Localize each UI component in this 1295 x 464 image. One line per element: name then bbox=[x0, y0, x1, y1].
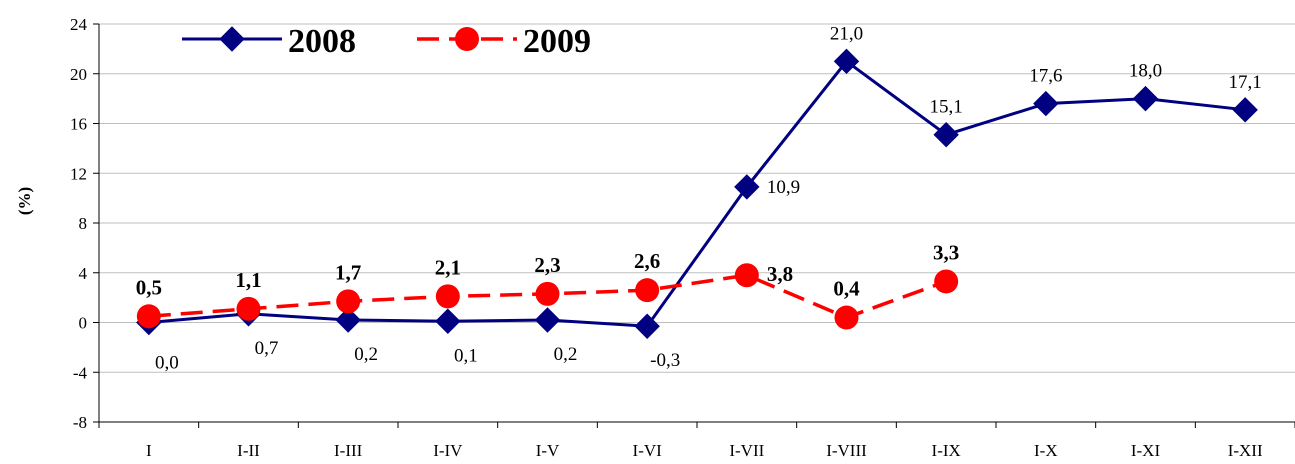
data-label-2009: 2,1 bbox=[435, 255, 461, 279]
gridlines bbox=[99, 23, 1295, 423]
y-tick-label: 8 bbox=[79, 214, 88, 233]
axes bbox=[93, 23, 1295, 428]
x-tick-label: I-X bbox=[1034, 441, 1058, 460]
data-point-2008 bbox=[534, 307, 561, 333]
data-label-2009: 0,5 bbox=[136, 275, 162, 299]
x-tick-label: I-V bbox=[536, 441, 560, 460]
data-label-2009: 2,3 bbox=[534, 253, 560, 277]
data-label-2009: 3,8 bbox=[767, 262, 793, 286]
data-point-2009 bbox=[336, 289, 361, 314]
data-point-2008 bbox=[833, 48, 860, 75]
data-label-2008: 0,7 bbox=[255, 338, 279, 359]
x-tick-label: I-VII bbox=[729, 441, 764, 460]
legend-marker-2008 bbox=[219, 26, 245, 52]
data-label-2008: 17,1 bbox=[1229, 72, 1262, 93]
y-tick-label: 16 bbox=[70, 115, 87, 134]
y-tick-label: -4 bbox=[73, 363, 88, 382]
x-tick-label: I-VI bbox=[633, 441, 663, 460]
data-label-2008: 10,9 bbox=[767, 177, 800, 198]
x-tick-label: I-II bbox=[237, 441, 260, 460]
x-tick-label: I-IX bbox=[932, 441, 961, 460]
data-label-2008: 21,0 bbox=[830, 23, 863, 44]
data-point-2009 bbox=[834, 305, 859, 330]
y-tick-label: 24 bbox=[70, 15, 88, 34]
data-point-2009 bbox=[236, 296, 261, 321]
data-label-2008: 0,1 bbox=[454, 345, 478, 366]
data-point-2009 bbox=[136, 304, 161, 329]
y-axis-label: (%) bbox=[15, 187, 34, 215]
data-label-2009: 1,1 bbox=[235, 268, 261, 292]
x-tick-label: I-III bbox=[334, 441, 363, 460]
y-tick-label: 4 bbox=[79, 264, 88, 283]
data-labels: 0,0 0,7 0,2 0,1 0,2 -0,3 10,9 21,0 15,1 17,6 18,0 1… bbox=[136, 23, 1262, 373]
data-label-2008: 0,0 bbox=[155, 353, 179, 374]
data-label-2008: 0,2 bbox=[554, 344, 578, 365]
data-label-2009: 3,3 bbox=[933, 240, 959, 264]
data-label-2008: 15,1 bbox=[930, 97, 963, 118]
legend-label-2008: 2008 bbox=[288, 23, 356, 60]
data-point-2009 bbox=[934, 269, 959, 294]
x-tick-label: I-XII bbox=[1228, 441, 1263, 460]
legend-item-2008: 2008 bbox=[182, 23, 356, 60]
x-tick-label: I-IV bbox=[433, 441, 463, 460]
data-label-2009: 2,6 bbox=[634, 249, 660, 273]
data-point-2009 bbox=[435, 284, 460, 309]
x-tick-label: I-VIII bbox=[826, 441, 867, 460]
data-point-2008 bbox=[1132, 85, 1159, 112]
data-label-2008: -0,3 bbox=[650, 350, 680, 371]
data-point-2008 bbox=[933, 121, 959, 148]
series-line-2008 bbox=[148, 59, 1246, 328]
data-point-2008 bbox=[1033, 90, 1059, 117]
y-tick-label: 12 bbox=[70, 164, 87, 183]
data-point-2009 bbox=[734, 263, 759, 288]
x-tick-labels: I I-II I-III I-IV I-V I-VI I-VII I-VIII I-IX I-X I… bbox=[146, 441, 1263, 460]
data-label-2009: 0,4 bbox=[833, 277, 860, 301]
x-tick-label: I bbox=[146, 441, 152, 460]
data-point-2009 bbox=[635, 278, 660, 303]
series-layer bbox=[136, 48, 1258, 339]
data-point-2008 bbox=[435, 308, 461, 334]
data-label-2009: 1,7 bbox=[335, 260, 361, 284]
legend-label-2009: 2009 bbox=[523, 23, 591, 60]
y-tick-label: 20 bbox=[70, 65, 87, 84]
data-point-2008 bbox=[634, 313, 660, 339]
data-point-2008 bbox=[335, 307, 361, 333]
y-tick-label: -8 bbox=[73, 413, 87, 432]
legend-item-2009: 2009 bbox=[417, 23, 591, 60]
legend: 2008 2009 bbox=[182, 23, 591, 60]
y-tick-labels: -8 -4 0 4 8 12 16 20 24 bbox=[70, 15, 88, 432]
legend-marker-2009 bbox=[455, 27, 479, 51]
data-label-2008: 17,6 bbox=[1029, 66, 1062, 87]
data-point-2009 bbox=[535, 281, 560, 306]
y-tick-label: 0 bbox=[79, 314, 88, 333]
data-label-2008: 0,2 bbox=[354, 344, 378, 365]
data-point-2008 bbox=[734, 174, 760, 200]
x-tick-label: I-XI bbox=[1131, 441, 1161, 460]
data-label-2008: 18,0 bbox=[1129, 61, 1162, 82]
data-point-2008 bbox=[1232, 97, 1258, 123]
